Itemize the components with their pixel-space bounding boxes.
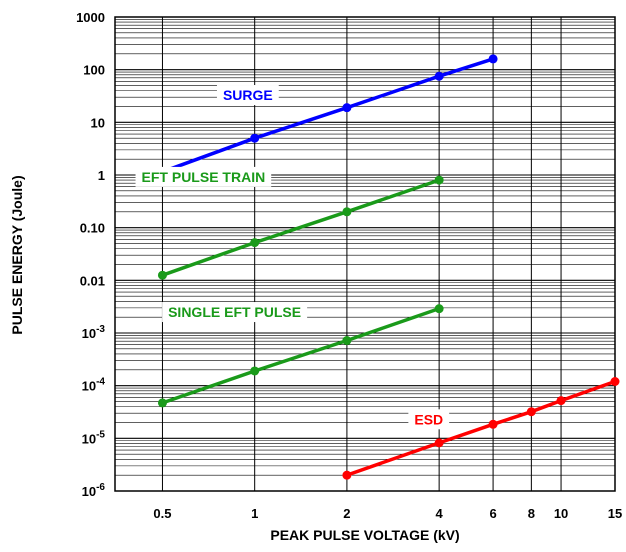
single-eft-pulse-point	[250, 366, 260, 376]
esd-line	[346, 379, 616, 477]
x-tick-label: 8	[528, 506, 535, 521]
eft-pulse-train-point	[434, 175, 444, 185]
esd-label-bg	[408, 409, 450, 430]
grid	[115, 17, 616, 492]
x-tick-label: 0.5	[153, 506, 171, 521]
eft-pulse-train-line	[161, 178, 440, 277]
x-tick-label: 15	[608, 506, 622, 521]
y-tick-label: 10-3	[82, 324, 106, 341]
surge-label-bg	[216, 85, 279, 106]
surge-point	[250, 133, 260, 143]
x-axis-title: PEAK PULSE VOLTAGE (kV)	[270, 527, 459, 543]
series-group	[157, 54, 620, 480]
y-tick-label: 10	[91, 115, 105, 130]
esd-point	[342, 470, 352, 480]
y-tick-label: 1	[98, 168, 105, 183]
eft-pulse-train-label-bg	[135, 166, 272, 187]
x-tick-labels: 0.5 1 2 4 6 8 10 15	[153, 506, 622, 521]
y-tick-label: 100	[83, 63, 105, 78]
y-tick-label: 10-4	[82, 377, 106, 394]
single-eft-pulse-line	[161, 306, 440, 405]
y-axis-title: PULSE ENERGY (Joule)	[9, 175, 25, 334]
single-eft-pulse-label-bg	[162, 302, 308, 323]
plot-area	[114, 16, 616, 492]
single-eft-pulse-label: SINGLE EFT PULSE	[168, 304, 301, 320]
x-tick-label: 6	[489, 506, 496, 521]
series-labels: SURGE EFT PULSE TRAIN SINGLE EFT PULSE ESD	[135, 85, 450, 430]
eft-pulse-train-label: EFT PULSE TRAIN	[142, 169, 266, 185]
eft-pulse-train-point	[250, 238, 260, 248]
esd-point	[526, 407, 536, 417]
x-tick-label: 1	[251, 506, 258, 521]
surge-label: SURGE	[223, 87, 273, 103]
x-tick-label: 2	[343, 506, 350, 521]
surge-point	[342, 103, 352, 113]
y-tick-labels: 1000 100 10 1 0.10 0.01 10-3 10-4 10-5 10-6	[76, 10, 105, 499]
eft-pulse-train-point	[342, 207, 352, 217]
x-tick-label: 10	[554, 506, 568, 521]
x-tick-label: 4	[436, 506, 444, 521]
y-tick-label: 0.01	[80, 273, 105, 288]
esd-point	[434, 438, 444, 448]
y-tick-label: 1000	[76, 10, 105, 25]
single-eft-pulse-point	[434, 304, 444, 314]
y-tick-label: 0.10	[80, 221, 105, 236]
surge-point	[488, 54, 498, 64]
esd-point	[556, 396, 566, 406]
y-tick-label: 10-6	[82, 482, 106, 499]
esd-label: ESD	[414, 411, 443, 427]
single-eft-pulse-point	[157, 398, 167, 408]
surge-point	[434, 71, 444, 81]
eft-pulse-train-point	[157, 270, 167, 280]
esd-point	[610, 376, 620, 386]
single-eft-pulse-point	[342, 336, 352, 346]
y-tick-label: 10-5	[82, 429, 106, 446]
esd-point	[488, 419, 498, 429]
